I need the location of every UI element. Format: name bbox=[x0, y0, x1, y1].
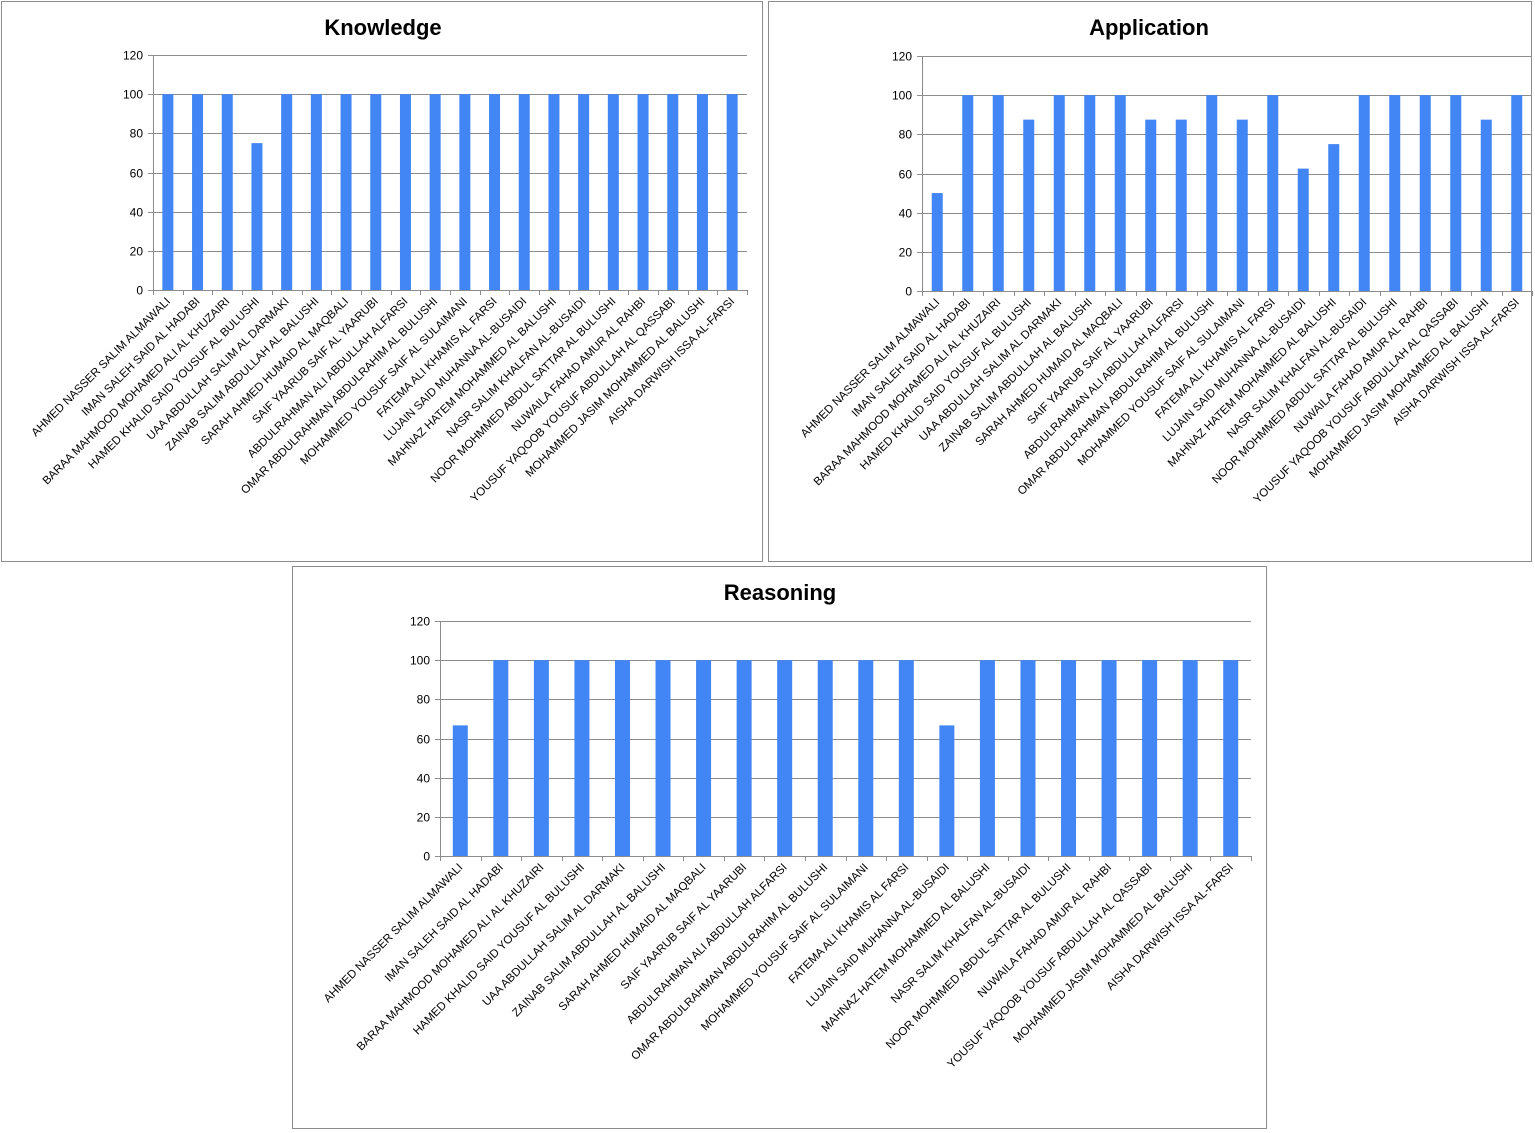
application-y-tick-label: 80 bbox=[899, 128, 913, 142]
application-bar bbox=[1175, 119, 1187, 291]
reasoning-bar bbox=[1223, 660, 1239, 856]
reasoning-bar bbox=[493, 660, 509, 856]
reasoning-bar bbox=[1020, 660, 1036, 856]
reasoning-bar bbox=[655, 660, 671, 856]
application-chart-panel: Application 0 20 40 60 80 100 120 AHMED NASSER S… bbox=[768, 1, 1533, 562]
knowledge-bar bbox=[162, 94, 174, 291]
application-bar bbox=[1328, 144, 1340, 291]
reasoning-category-label: BARAA MAHMOOD MOHAMED ALI AL KHUZAIRI bbox=[355, 862, 547, 1054]
application-chart: Application 0 20 40 60 80 100 120 AHMED NASSER S… bbox=[799, 15, 1533, 506]
application-bar bbox=[1450, 95, 1462, 292]
knowledge-y-tick-label: 0 bbox=[136, 284, 143, 298]
knowledge-chart-panel: Knowledge 0 20 40 60 80 100 120 AHMED NASSER SAL… bbox=[1, 1, 763, 562]
reasoning-bar bbox=[777, 660, 793, 856]
application-y-tick-label: 100 bbox=[892, 89, 912, 103]
application-bar bbox=[931, 193, 943, 291]
reasoning-bar bbox=[979, 660, 995, 856]
application-bar bbox=[1480, 119, 1492, 291]
reasoning-y-tick-label: 120 bbox=[410, 615, 430, 629]
knowledge-bar bbox=[251, 143, 263, 290]
application-bar bbox=[1236, 119, 1248, 291]
reasoning-bar bbox=[898, 660, 914, 856]
reasoning-bar bbox=[1061, 660, 1077, 856]
knowledge-bar bbox=[399, 94, 411, 291]
knowledge-y-tick-label: 100 bbox=[123, 88, 143, 102]
knowledge-bar bbox=[221, 94, 233, 291]
application-bar bbox=[1358, 95, 1370, 292]
knowledge-bar bbox=[578, 94, 590, 291]
knowledge-bar bbox=[518, 94, 530, 291]
reasoning-bar bbox=[614, 660, 630, 856]
reasoning-y-tick-label: 40 bbox=[417, 772, 431, 786]
reasoning-chart-title: Reasoning bbox=[724, 580, 836, 605]
reasoning-category-label: AHMED NASSER SALIM ALMAWALI bbox=[322, 862, 465, 1005]
knowledge-bar bbox=[489, 94, 501, 291]
application-bar bbox=[1419, 95, 1431, 292]
application-bar bbox=[1114, 95, 1126, 292]
reasoning-chart-panel: Reasoning 0 20 40 60 80 100 120 AHMED NASSER SAL… bbox=[292, 566, 1267, 1129]
reasoning-bar bbox=[1101, 660, 1117, 856]
knowledge-bar bbox=[607, 94, 619, 291]
application-bar bbox=[1084, 95, 1096, 292]
application-bar bbox=[1297, 168, 1309, 291]
reasoning-bar bbox=[1142, 660, 1158, 856]
knowledge-bar bbox=[310, 94, 322, 291]
reasoning-bar bbox=[939, 725, 955, 856]
reasoning-bar bbox=[533, 660, 549, 856]
reasoning-bar bbox=[1182, 660, 1198, 856]
reasoning-category-label: LUJAIN SAID MUHANNA AL-BUSAIDI bbox=[804, 862, 952, 1010]
reasoning-category-label: OMAR ABDULRAHMAN ABDULRAHIM AL BULUSHI bbox=[629, 862, 830, 1063]
reasoning-y-tick-label: 60 bbox=[417, 733, 431, 747]
reasoning-y-tick-label: 80 bbox=[417, 693, 431, 707]
application-chart-title: Application bbox=[1089, 15, 1209, 40]
knowledge-bar bbox=[548, 94, 560, 291]
application-bar bbox=[1053, 95, 1065, 292]
knowledge-bar bbox=[667, 94, 679, 291]
reasoning-bar bbox=[452, 725, 468, 856]
application-category-label: AHMED NASSER SALIM ALMAWALI bbox=[799, 297, 942, 440]
knowledge-bar bbox=[429, 94, 441, 291]
knowledge-bar bbox=[281, 94, 293, 291]
reasoning-bar bbox=[858, 660, 874, 856]
knowledge-y-tick-label: 120 bbox=[123, 49, 143, 63]
application-bar bbox=[1267, 95, 1279, 292]
reasoning-y-tick-label: 20 bbox=[417, 811, 431, 825]
application-y-tick-label: 0 bbox=[905, 285, 912, 299]
application-y-tick-label: 20 bbox=[899, 246, 913, 260]
knowledge-y-tick-label: 60 bbox=[130, 167, 144, 181]
application-bar bbox=[962, 95, 974, 292]
application-y-tick-label: 40 bbox=[899, 207, 913, 221]
knowledge-y-tick-label: 20 bbox=[130, 245, 144, 259]
reasoning-bar bbox=[574, 660, 590, 856]
knowledge-bar bbox=[696, 94, 708, 291]
knowledge-bar bbox=[459, 94, 471, 291]
reasoning-category-label: NOOR MOHMMED ABDUL SATTAR AL BULUSHI bbox=[884, 862, 1074, 1052]
application-bar bbox=[1511, 95, 1523, 292]
knowledge-bar bbox=[370, 94, 382, 291]
application-bar bbox=[1389, 95, 1401, 292]
knowledge-bar bbox=[340, 94, 352, 291]
knowledge-bar bbox=[192, 94, 204, 291]
reasoning-y-tick-label: 100 bbox=[410, 654, 430, 668]
application-y-tick-label: 120 bbox=[892, 50, 912, 64]
reasoning-bar bbox=[817, 660, 833, 856]
application-bar bbox=[1145, 119, 1157, 291]
reasoning-bar bbox=[696, 660, 712, 856]
application-y-tick-label: 60 bbox=[899, 168, 913, 182]
reasoning-y-tick-label: 0 bbox=[423, 850, 430, 864]
application-bar bbox=[992, 95, 1004, 292]
reasoning-category-label: UAA ABDULLAH SALIM AL DARMAKI bbox=[481, 862, 628, 1009]
reasoning-category-label: ZAINAB SALIM ABDULLAH AL BALUSHI bbox=[510, 862, 668, 1020]
reasoning-chart: Reasoning 0 20 40 60 80 100 120 AHMED NASSER SAL… bbox=[322, 580, 1252, 1071]
knowledge-bar bbox=[726, 94, 738, 291]
application-bar bbox=[1206, 95, 1218, 292]
reasoning-bar bbox=[736, 660, 752, 856]
reasoning-category-label: SARAH AHMED HUMAID AL MAQBALI bbox=[557, 862, 709, 1014]
knowledge-chart-title: Knowledge bbox=[324, 15, 441, 40]
knowledge-y-tick-label: 40 bbox=[130, 206, 144, 220]
knowledge-bar bbox=[637, 94, 649, 291]
application-bar bbox=[1023, 119, 1035, 291]
knowledge-y-tick-label: 80 bbox=[130, 127, 144, 141]
